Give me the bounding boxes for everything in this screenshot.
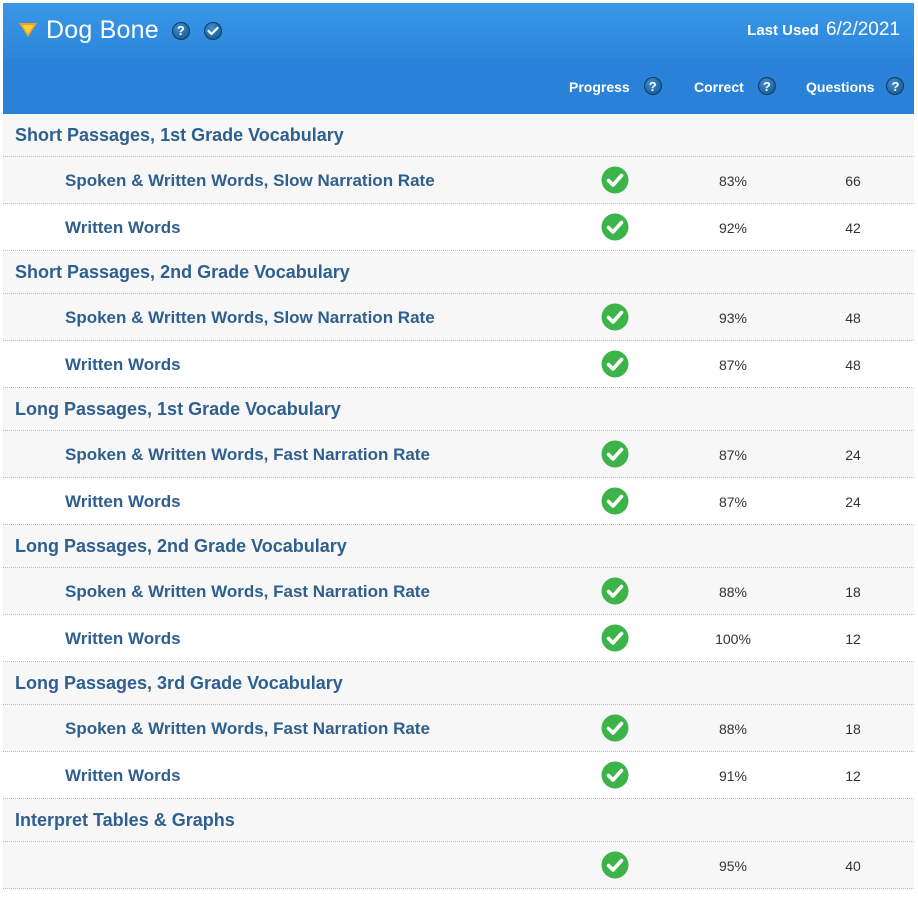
questions-help-icon[interactable]: ? bbox=[886, 77, 905, 95]
lesson-panel: Dog Bone ? Last Used 6/2/2021 Progress ?… bbox=[3, 3, 914, 889]
activity-label[interactable]: Spoken & Written Words, Fast Narration R… bbox=[65, 582, 430, 601]
complete-check-icon bbox=[601, 851, 629, 879]
activity-label[interactable]: Written Words bbox=[65, 355, 181, 374]
help-icon[interactable]: ? bbox=[171, 21, 190, 40]
complete-check-icon bbox=[601, 166, 629, 194]
percent-correct: 83% bbox=[718, 173, 748, 189]
list-item[interactable]: Written Words 87% 48 bbox=[3, 341, 914, 388]
section-header: Interpret Tables & Graphs bbox=[3, 799, 914, 842]
section-title: Long Passages, 3rd Grade Vocabulary bbox=[15, 672, 343, 693]
question-count: 18 bbox=[845, 584, 861, 600]
completed-check-icon bbox=[203, 21, 222, 40]
list-item[interactable]: Spoken & Written Words, Fast Narration R… bbox=[3, 431, 914, 478]
panel-title-bar: Dog Bone ? Last Used 6/2/2021 bbox=[3, 3, 914, 58]
percent-correct: 92% bbox=[718, 220, 748, 236]
complete-check-icon bbox=[601, 213, 629, 241]
question-count: 12 bbox=[845, 631, 861, 647]
complete-check-icon bbox=[601, 303, 629, 331]
activity-label[interactable]: Spoken & Written Words, Fast Narration R… bbox=[65, 719, 430, 738]
section-title: Long Passages, 2nd Grade Vocabulary bbox=[15, 535, 347, 556]
list-item[interactable]: Written Words 87% 24 bbox=[3, 478, 914, 525]
percent-correct: 95% bbox=[718, 858, 748, 874]
percent-correct: 100% bbox=[715, 631, 751, 647]
section-header: Long Passages, 1st Grade Vocabulary bbox=[3, 388, 914, 431]
questions-column-header: Questions ? bbox=[806, 77, 905, 96]
percent-correct: 88% bbox=[718, 721, 748, 737]
question-count: 18 bbox=[845, 721, 861, 737]
complete-check-icon bbox=[601, 487, 629, 515]
last-used-date: 6/2/2021 bbox=[826, 19, 900, 40]
lesson-title: Dog Bone bbox=[46, 16, 159, 44]
percent-correct: 93% bbox=[718, 310, 748, 326]
question-count: 66 bbox=[845, 173, 861, 189]
correct-help-icon[interactable]: ? bbox=[757, 77, 776, 95]
progress-header-label: Progress bbox=[569, 79, 630, 95]
progress-help-icon[interactable]: ? bbox=[643, 77, 662, 95]
list-item[interactable]: 95% 40 bbox=[3, 842, 914, 889]
question-count: 42 bbox=[845, 220, 861, 236]
correct-column-header: Correct ? bbox=[694, 77, 776, 96]
results-list: Short Passages, 1st Grade Vocabulary Spo… bbox=[3, 114, 914, 889]
list-item[interactable]: Written Words 91% 12 bbox=[3, 752, 914, 799]
progress-column-header: Progress ? bbox=[569, 77, 662, 96]
question-count: 40 bbox=[845, 858, 861, 874]
last-used-label: Last Used bbox=[747, 22, 819, 39]
complete-check-icon bbox=[601, 714, 629, 742]
complete-check-icon bbox=[601, 761, 629, 789]
column-header-bar: Progress ? Correct ? Questions ? bbox=[3, 58, 914, 114]
complete-check-icon bbox=[601, 577, 629, 605]
complete-check-icon bbox=[601, 440, 629, 468]
activity-label[interactable]: Written Words bbox=[65, 766, 181, 785]
complete-check-icon bbox=[601, 350, 629, 378]
percent-correct: 87% bbox=[718, 447, 748, 463]
questions-header-label: Questions bbox=[806, 79, 875, 95]
section-title: Interpret Tables & Graphs bbox=[15, 809, 235, 830]
percent-correct: 88% bbox=[718, 584, 748, 600]
activity-label[interactable]: Spoken & Written Words, Slow Narration R… bbox=[65, 308, 435, 327]
activity-label[interactable]: Spoken & Written Words, Fast Narration R… bbox=[65, 445, 430, 464]
section-title: Long Passages, 1st Grade Vocabulary bbox=[15, 398, 341, 419]
percent-correct: 87% bbox=[718, 494, 748, 510]
list-item[interactable]: Written Words 92% 42 bbox=[3, 204, 914, 251]
section-header: Long Passages, 2nd Grade Vocabulary bbox=[3, 525, 914, 568]
list-item[interactable]: Spoken & Written Words, Fast Narration R… bbox=[3, 568, 914, 615]
last-used: Last Used 6/2/2021 bbox=[747, 19, 900, 41]
question-count: 48 bbox=[845, 357, 861, 373]
question-count: 24 bbox=[845, 494, 861, 510]
question-count: 12 bbox=[845, 768, 861, 784]
section-header: Short Passages, 1st Grade Vocabulary bbox=[3, 114, 914, 157]
list-item[interactable]: Spoken & Written Words, Slow Narration R… bbox=[3, 157, 914, 204]
list-item[interactable]: Written Words 100% 12 bbox=[3, 615, 914, 662]
activity-label[interactable]: Written Words bbox=[65, 218, 181, 237]
activity-label[interactable]: Spoken & Written Words, Slow Narration R… bbox=[65, 171, 435, 190]
section-header: Short Passages, 2nd Grade Vocabulary bbox=[3, 251, 914, 294]
list-item[interactable]: Spoken & Written Words, Fast Narration R… bbox=[3, 705, 914, 752]
collapse-triangle-icon[interactable] bbox=[19, 22, 37, 37]
question-count: 48 bbox=[845, 310, 861, 326]
section-header: Long Passages, 3rd Grade Vocabulary bbox=[3, 662, 914, 705]
list-item[interactable]: Spoken & Written Words, Slow Narration R… bbox=[3, 294, 914, 341]
activity-label[interactable]: Written Words bbox=[65, 629, 181, 648]
section-title: Short Passages, 1st Grade Vocabulary bbox=[15, 124, 344, 145]
question-count: 24 bbox=[845, 447, 861, 463]
correct-header-label: Correct bbox=[694, 79, 744, 95]
percent-correct: 91% bbox=[718, 768, 748, 784]
complete-check-icon bbox=[601, 624, 629, 652]
section-title: Short Passages, 2nd Grade Vocabulary bbox=[15, 261, 350, 282]
activity-label[interactable]: Written Words bbox=[65, 492, 181, 511]
percent-correct: 87% bbox=[718, 357, 748, 373]
